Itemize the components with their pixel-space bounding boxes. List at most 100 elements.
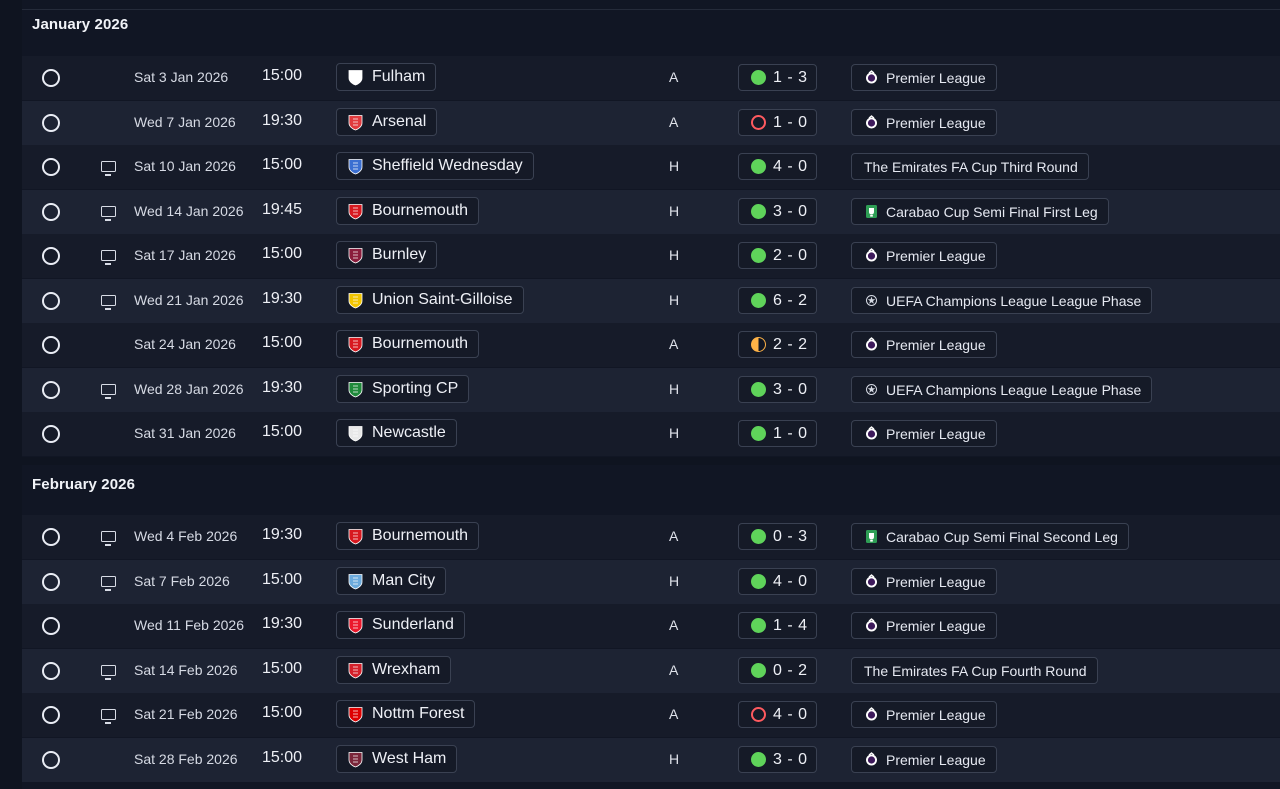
- competition-button[interactable]: Premier League: [851, 242, 997, 269]
- opponent-button[interactable]: Burnley: [336, 241, 438, 269]
- opponent-button[interactable]: Bournemouth: [336, 522, 480, 550]
- opponent-name: Sunderland: [372, 616, 454, 633]
- competition-button[interactable]: Premier League: [851, 701, 997, 728]
- competition-button[interactable]: The Emirates FA Cup Fourth Round: [851, 657, 1098, 684]
- competition-button[interactable]: Premier League: [851, 612, 997, 639]
- fixture-date: Sat 3 Jan 2026: [134, 69, 229, 85]
- fixture-row[interactable]: Sat 17 Jan 2026 15:00 Burnley H 2 - 0 Premier…: [22, 234, 1280, 278]
- premier-league-icon: [864, 752, 879, 767]
- fixture-row[interactable]: Wed 14 Jan 2026 19:45 Bournemouth H 3 - 0 Car…: [22, 190, 1280, 234]
- fixture-row[interactable]: Wed 21 Jan 2026 19:30 Union Saint-Gilloise…: [22, 279, 1280, 323]
- fixture-row[interactable]: Sat 21 Feb 2026 15:00 Nottm Forest A 4 - 0 Pr…: [22, 693, 1280, 737]
- opponent-button[interactable]: Sheffield Wednesday: [336, 152, 534, 180]
- result-badge[interactable]: 4 - 0: [738, 701, 817, 728]
- select-radio[interactable]: [42, 247, 60, 265]
- select-radio[interactable]: [42, 751, 60, 769]
- opponent-button[interactable]: Man City: [336, 567, 447, 595]
- result-badge[interactable]: 1 - 3: [738, 64, 817, 91]
- fixture-row[interactable]: Sat 3 Jan 2026 15:00 Fulham A 1 - 3 Premier L…: [22, 56, 1280, 100]
- fixture-row[interactable]: Wed 28 Jan 2026 19:30 Sporting CP H 3 - 0 UEF…: [22, 368, 1280, 412]
- select-radio[interactable]: [42, 114, 60, 132]
- kickoff-time: 19:30: [262, 615, 303, 632]
- fixture-row[interactable]: Wed 7 Jan 2026 19:30 Arsenal A 1 - 0 Premier …: [22, 101, 1280, 145]
- select-radio[interactable]: [42, 158, 60, 176]
- score: 3 - 0: [773, 380, 808, 398]
- kickoff-time: 15:00: [262, 571, 303, 588]
- venue: H: [669, 247, 680, 263]
- opponent-button[interactable]: Fulham: [336, 63, 437, 91]
- competition-name: Premier League: [886, 617, 986, 634]
- competition-button[interactable]: Premier League: [851, 568, 997, 595]
- fixture-row[interactable]: Sat 28 Feb 2026 15:00 West Ham H 3 - 0 Premie…: [22, 738, 1280, 782]
- result-badge[interactable]: 4 - 0: [738, 568, 817, 595]
- select-radio[interactable]: [42, 706, 60, 724]
- competition-name: Premier League: [886, 751, 986, 768]
- wrexham-crest-icon: [347, 662, 364, 679]
- premier-league-icon: [864, 707, 879, 722]
- venue: A: [669, 662, 679, 678]
- result-badge[interactable]: 3 - 0: [738, 746, 817, 773]
- competition-button[interactable]: The Emirates FA Cup Third Round: [851, 153, 1089, 180]
- fixture-row[interactable]: Wed 11 Feb 2026 19:30 Sunderland A 1 - 4 Prem…: [22, 604, 1280, 648]
- result-badge[interactable]: 2 - 2: [738, 331, 817, 358]
- result-badge[interactable]: 6 - 2: [738, 287, 817, 314]
- result-badge[interactable]: 0 - 2: [738, 657, 817, 684]
- result-badge[interactable]: 2 - 0: [738, 242, 817, 269]
- fixture-row[interactable]: Sat 10 Jan 2026 15:00 Sheffield Wednesday H…: [22, 145, 1280, 189]
- competition-button[interactable]: Premier League: [851, 420, 997, 447]
- result-badge[interactable]: 0 - 3: [738, 523, 817, 550]
- premier-league-icon: [864, 426, 879, 441]
- select-radio[interactable]: [42, 292, 60, 310]
- opponent-button[interactable]: Sunderland: [336, 611, 465, 639]
- premier-league-icon: [864, 70, 879, 85]
- tv-icon: [101, 250, 116, 265]
- competition-button[interactable]: Premier League: [851, 64, 997, 91]
- result-badge[interactable]: 3 - 0: [738, 376, 817, 403]
- result-badge[interactable]: 3 - 0: [738, 198, 817, 225]
- competition-name: UEFA Champions League League Phase: [886, 292, 1142, 309]
- result-badge[interactable]: 1 - 0: [738, 420, 817, 447]
- select-radio[interactable]: [42, 573, 60, 591]
- fixture-date: Wed 21 Jan 2026: [134, 292, 244, 308]
- opponent-button[interactable]: Nottm Forest: [336, 700, 476, 728]
- competition-button[interactable]: Premier League: [851, 109, 997, 136]
- competition-button[interactable]: UEFA Champions League League Phase: [851, 376, 1153, 403]
- select-radio[interactable]: [42, 528, 60, 546]
- fixture-row[interactable]: Sat 31 Jan 2026 15:00 Newcastle H 1 - 0 Premi…: [22, 412, 1280, 456]
- opponent-button[interactable]: Wrexham: [336, 656, 452, 684]
- arsenal-crest-icon: [347, 114, 364, 131]
- competition-button[interactable]: Carabao Cup Semi Final Second Leg: [851, 523, 1129, 550]
- venue: A: [669, 69, 679, 85]
- opponent-button[interactable]: Bournemouth: [336, 197, 480, 225]
- result-badge[interactable]: 1 - 4: [738, 612, 817, 639]
- competition-button[interactable]: Premier League: [851, 331, 997, 358]
- competition-button[interactable]: Carabao Cup Semi Final First Leg: [851, 198, 1109, 225]
- opponent-name: Union Saint-Gilloise: [372, 291, 513, 308]
- sunderland-crest-icon: [347, 617, 364, 634]
- select-radio[interactable]: [42, 617, 60, 635]
- select-radio[interactable]: [42, 69, 60, 87]
- select-radio[interactable]: [42, 425, 60, 443]
- kickoff-time: 15:00: [262, 704, 303, 721]
- fixture-row[interactable]: Sat 24 Jan 2026 15:00 Bournemouth A 2 - 2 Pre…: [22, 323, 1280, 367]
- opponent-button[interactable]: Bournemouth: [336, 330, 480, 358]
- opponent-button[interactable]: West Ham: [336, 745, 458, 773]
- result-badge[interactable]: 4 - 0: [738, 153, 817, 180]
- select-radio[interactable]: [42, 381, 60, 399]
- opponent-button[interactable]: Arsenal: [336, 108, 438, 136]
- opponent-button[interactable]: Newcastle: [336, 419, 457, 447]
- fixture-row[interactable]: Sat 14 Feb 2026 15:00 Wrexham A 0 - 2 The Emi…: [22, 649, 1280, 693]
- fixture-row[interactable]: Wed 4 Feb 2026 19:30 Bournemouth A 0 - 3 Cara…: [22, 515, 1280, 559]
- month-header: January 2026: [32, 16, 129, 33]
- select-radio[interactable]: [42, 662, 60, 680]
- fixture-date: Sat 24 Jan 2026: [134, 336, 236, 352]
- opponent-button[interactable]: Union Saint-Gilloise: [336, 286, 524, 314]
- select-radio[interactable]: [42, 336, 60, 354]
- competition-button[interactable]: UEFA Champions League League Phase: [851, 287, 1153, 314]
- result-badge[interactable]: 1 - 0: [738, 109, 817, 136]
- select-radio[interactable]: [42, 203, 60, 221]
- competition-button[interactable]: Premier League: [851, 746, 997, 773]
- fixture-row[interactable]: Sat 7 Feb 2026 15:00 Man City H 4 - 0 Premier…: [22, 560, 1280, 604]
- competition-name: Carabao Cup Semi Final First Leg: [886, 203, 1098, 220]
- opponent-button[interactable]: Sporting CP: [336, 375, 470, 403]
